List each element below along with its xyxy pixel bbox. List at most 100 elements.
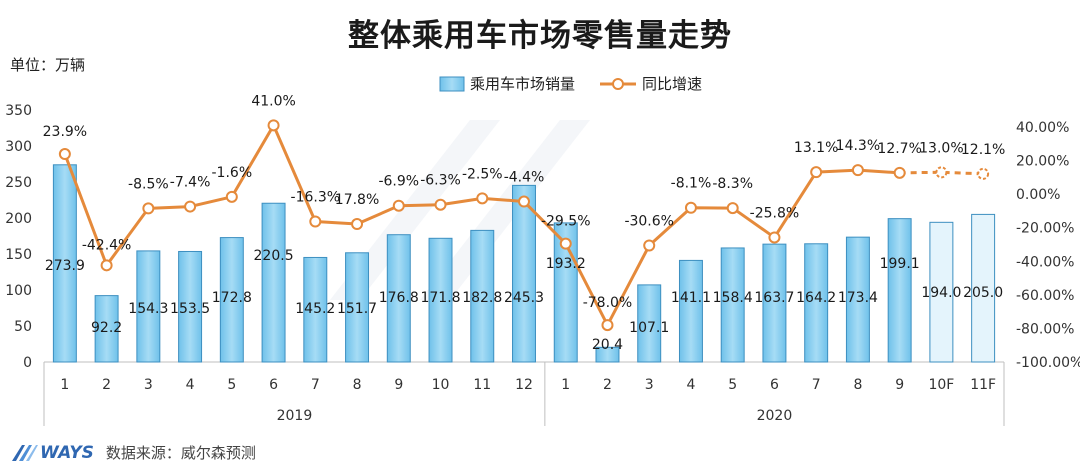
y-right-tick-label: 40.00% bbox=[1016, 120, 1069, 136]
growth-point bbox=[351, 218, 364, 231]
growth-value-label: 13.1% bbox=[794, 140, 838, 156]
bar-series bbox=[52, 164, 996, 363]
bar-value-label: 182.8 bbox=[462, 290, 502, 306]
legend-line-marker bbox=[612, 78, 624, 90]
x-tick-label: 4 bbox=[186, 377, 195, 393]
x-tick-label: 2 bbox=[102, 377, 111, 393]
x-tick-label: 1 bbox=[60, 377, 69, 393]
growth-point bbox=[935, 166, 948, 179]
growth-point bbox=[392, 199, 405, 212]
growth-value-label: 12.7% bbox=[877, 141, 921, 157]
growth-value-label: 13.0% bbox=[919, 140, 963, 156]
bar bbox=[261, 202, 286, 363]
growth-value-label: -8.1% bbox=[671, 176, 712, 192]
growth-value-label: -7.4% bbox=[170, 175, 211, 191]
x-tick-label: 1 bbox=[561, 377, 570, 393]
x-tick-label: 3 bbox=[144, 377, 153, 393]
growth-point bbox=[184, 200, 197, 213]
growth-value-label: -1.6% bbox=[212, 165, 253, 181]
legend-bar-swatch bbox=[439, 76, 465, 92]
y-right-tick-label: 20.00% bbox=[1016, 154, 1069, 170]
growth-value-label: 14.3% bbox=[836, 138, 880, 154]
ways-logo: WAYS bbox=[10, 443, 94, 463]
bar bbox=[94, 295, 119, 363]
y-left-tick-label: 350 bbox=[5, 103, 32, 119]
x-tick-label: 7 bbox=[812, 377, 821, 393]
bar-value-label: 205.0 bbox=[963, 285, 1003, 301]
x-tick-label: 5 bbox=[728, 377, 737, 393]
unit-label: 单位：万辆 bbox=[10, 56, 86, 74]
growth-point bbox=[267, 119, 280, 132]
group-label: 2019 bbox=[277, 408, 313, 424]
growth-value-label: -29.5% bbox=[541, 214, 591, 230]
bar bbox=[178, 250, 203, 363]
growth-point bbox=[768, 231, 781, 244]
growth-point bbox=[559, 237, 572, 250]
growth-point bbox=[58, 148, 71, 161]
y-left-tick-label: 150 bbox=[5, 247, 32, 263]
legend-bar-label: 乘用车市场销量 bbox=[470, 75, 575, 93]
y-right-tick-label: -100.00% bbox=[1016, 355, 1080, 371]
growth-value-label: -30.6% bbox=[624, 214, 674, 230]
growth-value-label: -78.0% bbox=[583, 295, 633, 311]
growth-point bbox=[601, 319, 614, 332]
bar bbox=[512, 184, 536, 363]
growth-point bbox=[434, 198, 447, 211]
chart-title: 整体乘用车市场零售量走势 bbox=[348, 18, 732, 54]
bar-value-label: 153.5 bbox=[170, 301, 210, 317]
x-tick-label: 6 bbox=[770, 377, 779, 393]
y-right-tick-label: 0.00% bbox=[1016, 187, 1060, 203]
source-text: 数据来源：威尔森预测 bbox=[105, 444, 256, 462]
growth-value-label: -8.3% bbox=[712, 176, 753, 192]
x-tick-label: 8 bbox=[353, 377, 362, 393]
bar-value-label: 145.2 bbox=[295, 301, 335, 317]
bar bbox=[345, 252, 370, 363]
logo-icon bbox=[12, 444, 38, 461]
x-tick-label: 11 bbox=[473, 377, 491, 393]
growth-point bbox=[309, 215, 322, 228]
x-tick-label: 10F bbox=[928, 377, 954, 393]
bar-value-label: 163.7 bbox=[754, 290, 794, 306]
growth-point bbox=[518, 195, 530, 208]
growth-point bbox=[476, 192, 489, 205]
bar bbox=[470, 229, 495, 363]
x-tick-label: 10 bbox=[432, 377, 450, 393]
x-tick-label: 11F bbox=[970, 377, 996, 393]
legend-line-label: 同比增速 bbox=[642, 75, 702, 93]
bar bbox=[428, 237, 453, 363]
growth-value-label: -2.5% bbox=[462, 166, 503, 182]
bar-value-label: 220.5 bbox=[254, 248, 294, 264]
x-tick-label: 4 bbox=[686, 377, 695, 393]
x-tick-label: 8 bbox=[853, 377, 862, 393]
y-right-tick-label: -40.00% bbox=[1016, 254, 1074, 270]
bar bbox=[637, 284, 662, 363]
bar bbox=[303, 256, 328, 363]
bar-value-label: 172.8 bbox=[212, 290, 252, 306]
bar bbox=[887, 218, 912, 363]
bar bbox=[136, 250, 161, 363]
y-left-tick-label: 0 bbox=[23, 355, 32, 371]
bar-value-label: 141.1 bbox=[671, 290, 711, 306]
growth-value-label: 12.1% bbox=[961, 142, 1005, 158]
bar-value-label: 20.4 bbox=[592, 337, 623, 353]
x-tick-label: 9 bbox=[895, 377, 904, 393]
y-left-tick-label: 300 bbox=[5, 139, 32, 155]
growth-value-label: 23.9% bbox=[43, 124, 87, 140]
growth-value-label: -6.3% bbox=[420, 173, 461, 189]
bar-value-label: 158.4 bbox=[713, 290, 753, 306]
growth-point bbox=[225, 190, 238, 203]
bar bbox=[804, 243, 829, 363]
bar bbox=[219, 237, 244, 363]
bar-value-label: 273.9 bbox=[45, 258, 85, 274]
y-left-tick-label: 200 bbox=[5, 211, 32, 227]
bar-value-label: 176.8 bbox=[379, 290, 419, 306]
x-tick-label: 6 bbox=[269, 377, 278, 393]
y-right-tick-label: -60.00% bbox=[1016, 288, 1074, 304]
bar-value-label: 194.0 bbox=[921, 285, 961, 301]
bar-value-label: 245.3 bbox=[504, 290, 544, 306]
bar bbox=[971, 213, 996, 363]
bar-value-label: 151.7 bbox=[337, 301, 377, 317]
y-right-tick-label: -80.00% bbox=[1016, 321, 1074, 337]
